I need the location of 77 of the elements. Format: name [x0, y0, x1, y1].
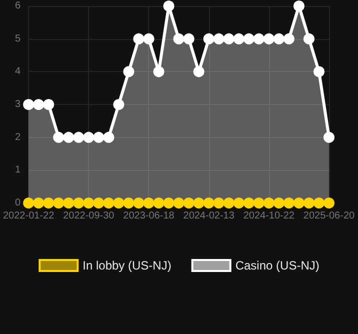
point: [113, 99, 124, 110]
point: [223, 198, 234, 208]
point: [243, 198, 254, 208]
point: [283, 33, 294, 44]
point: [43, 99, 54, 110]
point: [123, 198, 134, 208]
x-tick-label: 2024-02-13: [183, 210, 235, 222]
point: [313, 198, 324, 208]
y-tick-label: 2: [15, 132, 22, 143]
point: [263, 33, 274, 44]
point: [243, 33, 254, 44]
point: [43, 198, 54, 208]
y-tick-label: 5: [15, 33, 22, 44]
point: [73, 198, 84, 208]
x-tick-label: 2022-09-30: [63, 210, 115, 222]
point: [143, 33, 154, 44]
x-tick-label: 2025-06-20: [303, 210, 356, 222]
point: [33, 99, 44, 110]
point: [23, 198, 34, 208]
point: [303, 198, 314, 208]
point: [324, 198, 334, 208]
point: [203, 198, 214, 208]
point: [123, 66, 134, 78]
point: [103, 198, 114, 208]
point: [133, 198, 144, 208]
point: [23, 99, 34, 110]
point: [133, 33, 144, 44]
point: [163, 0, 174, 12]
point: [63, 198, 74, 208]
point: [233, 198, 244, 208]
x-tick-label: 2023-06-18: [123, 210, 175, 222]
point: [253, 198, 264, 208]
point: [73, 132, 84, 143]
point: [103, 132, 114, 143]
point: [83, 198, 94, 208]
point: [143, 198, 154, 208]
point: [53, 198, 64, 208]
point: [253, 33, 264, 44]
point: [203, 33, 214, 44]
point: [93, 132, 104, 143]
point: [213, 33, 224, 44]
point: [163, 198, 174, 208]
point: [93, 198, 104, 208]
point: [233, 33, 244, 44]
point: [213, 198, 224, 208]
point: [173, 33, 184, 44]
point: [283, 198, 294, 208]
point: [193, 66, 204, 78]
legend-label: In lobby (US-NJ): [82, 258, 172, 272]
y-tick-label: 4: [15, 66, 22, 78]
point: [53, 132, 64, 143]
y-tick-label: 0: [15, 198, 22, 208]
point: [223, 33, 234, 44]
x-tick-label: 2022-01-22: [3, 210, 55, 222]
point: [153, 198, 164, 208]
point: [33, 198, 44, 208]
point: [63, 132, 74, 143]
point: [293, 0, 304, 12]
point: [313, 66, 324, 78]
point: [263, 198, 274, 208]
y-tick-label: 3: [15, 99, 22, 110]
point: [153, 66, 164, 78]
point: [324, 132, 334, 143]
x-tick-label: 2024-10-22: [243, 210, 295, 222]
point: [293, 198, 304, 208]
point: [173, 198, 184, 208]
point: [183, 33, 194, 44]
y-tick-label: 6: [15, 0, 22, 12]
point: [273, 33, 284, 44]
point: [273, 198, 284, 208]
point: [303, 33, 314, 44]
legend-label: Casino (US-NJ): [235, 258, 320, 272]
y-tick-label: 1: [15, 164, 22, 176]
point: [113, 198, 124, 208]
point: [83, 132, 94, 143]
point: [193, 198, 204, 208]
point: [183, 198, 194, 208]
